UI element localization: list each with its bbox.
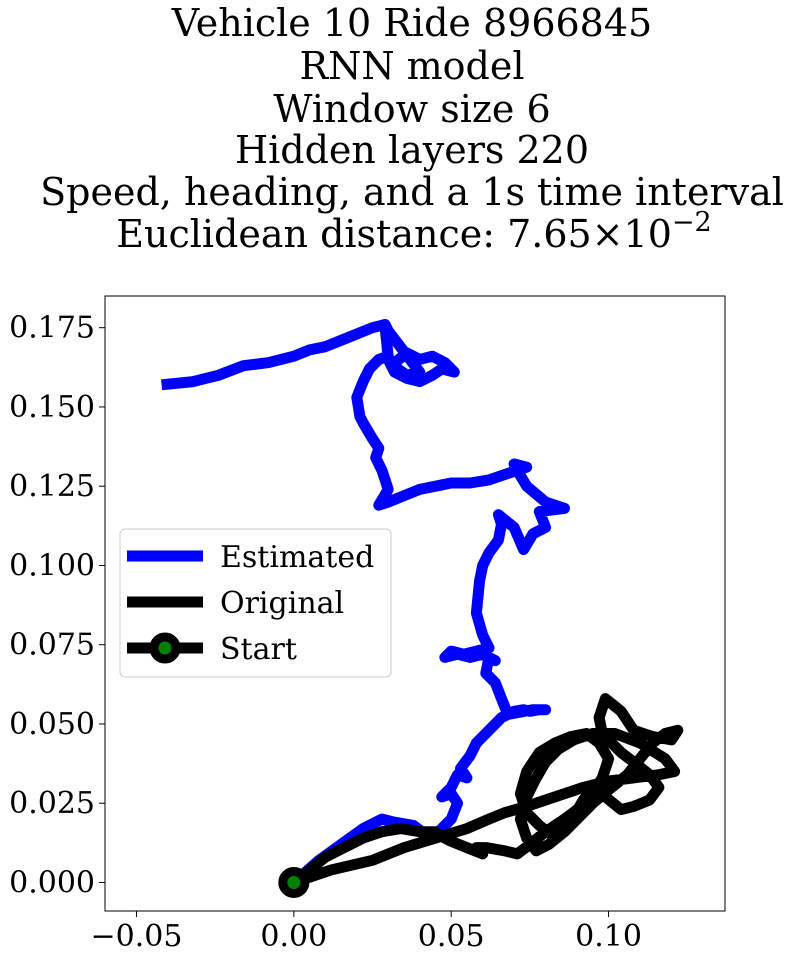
- legend: Estimated Original Start: [119, 528, 392, 678]
- metric-mantissa: 7.65: [507, 212, 592, 256]
- x-tick-label: −0.05: [91, 919, 183, 954]
- title-line: RNN model: [299, 44, 524, 88]
- legend-start-marker: [149, 632, 181, 664]
- x-axis: −0.05 0.00 0.05 0.10: [91, 911, 642, 954]
- y-tick-label: 0.075: [9, 628, 95, 663]
- y-tick-label: 0.150: [9, 390, 95, 425]
- series-line-estimated: [161, 319, 570, 887]
- title-line: Window size 6: [273, 87, 550, 131]
- plot-area: [161, 319, 684, 888]
- title-metric: Euclidean distance: 7.65×10−2: [116, 207, 711, 256]
- y-tick-label: 0.100: [9, 548, 95, 583]
- y-tick-label: 0.175: [9, 311, 95, 346]
- metric-times: ×10: [592, 212, 672, 256]
- y-tick-label: 0.000: [9, 865, 95, 900]
- start-marker: [278, 866, 310, 898]
- metric-label: Euclidean distance:: [116, 212, 507, 256]
- y-tick-label: 0.125: [9, 469, 95, 504]
- title-line: Vehicle 10 Ride 8966845: [171, 1, 652, 45]
- title-line: Speed, heading, and a 1s time interval: [40, 170, 784, 214]
- y-axis: 0.000 0.025 0.050 0.075 0.100 0.125 0.150 0.175: [9, 311, 105, 900]
- x-tick-label: 0.05: [418, 919, 485, 954]
- legend-label: Start: [220, 632, 297, 667]
- legend-label: Estimated: [220, 540, 374, 575]
- legend-frame: [119, 528, 392, 678]
- y-tick-label: 0.050: [9, 707, 95, 742]
- metric-exponent: −2: [672, 207, 712, 238]
- axes-frame: [104, 295, 726, 912]
- x-tick-label: 0.10: [575, 919, 642, 954]
- x-tick-label: 0.00: [260, 919, 327, 954]
- legend-label: Original: [220, 586, 344, 621]
- y-tick-label: 0.025: [9, 786, 95, 821]
- series-line-original: [290, 693, 684, 888]
- title-line: Hidden layers 220: [235, 128, 589, 172]
